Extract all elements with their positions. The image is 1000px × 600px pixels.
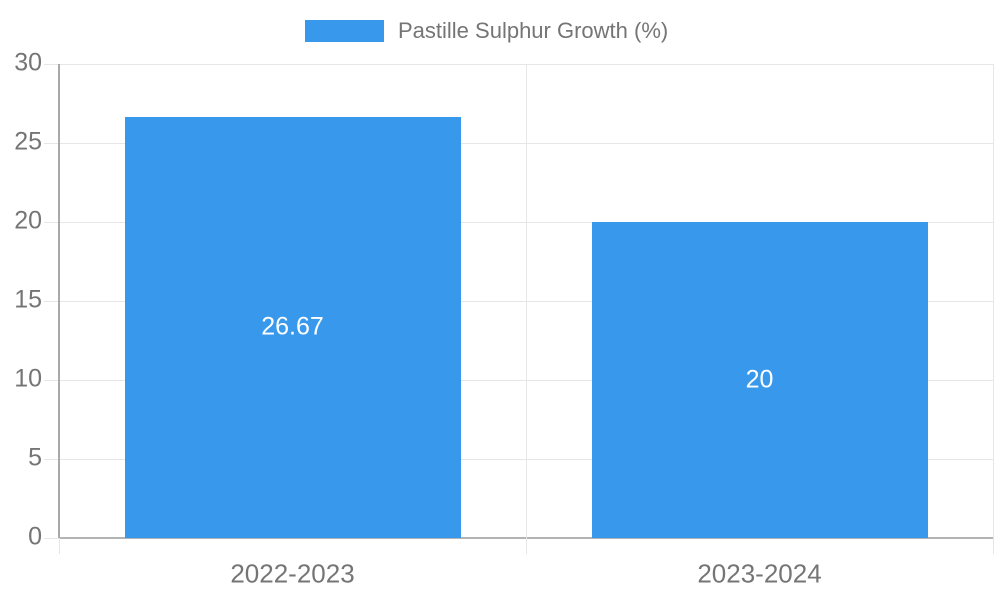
bar-value-label: 26.67 — [261, 312, 324, 341]
y-axis-label: 10 — [14, 364, 42, 393]
plot-right-border — [993, 64, 994, 538]
x-axis-category-label: 2023-2024 — [697, 558, 822, 589]
y-axis-line — [58, 64, 60, 538]
bar-value-label: 20 — [745, 365, 774, 394]
legend-label: Pastille Sulphur Growth (%) — [398, 18, 669, 43]
x-axis-tick — [526, 538, 527, 554]
y-axis-label: 0 — [28, 522, 42, 551]
y-axis-tick — [44, 222, 59, 223]
x-axis-tick — [993, 538, 994, 554]
y-axis-tick — [44, 459, 59, 460]
y-axis-tick — [44, 301, 59, 302]
category-divider-gridline — [526, 64, 527, 538]
y-axis-label: 20 — [14, 206, 42, 235]
y-axis-label: 25 — [14, 127, 42, 156]
y-axis-tick — [44, 143, 59, 144]
y-axis-tick — [44, 538, 59, 539]
y-axis-label: 15 — [14, 285, 42, 314]
x-axis-category-label: 2022-2023 — [230, 558, 355, 589]
bar-2023-2024[interactable] — [591, 222, 928, 538]
legend-item[interactable]: Pastille Sulphur Growth (%) — [305, 18, 668, 44]
bar-2022-2023[interactable] — [124, 116, 461, 538]
y-axis-tick — [44, 380, 59, 381]
y-axis-label: 30 — [14, 48, 42, 77]
y-axis-label: 5 — [28, 443, 42, 472]
x-axis-tick — [59, 538, 60, 554]
legend-swatch-icon — [305, 20, 384, 42]
y-axis-tick — [44, 64, 59, 65]
